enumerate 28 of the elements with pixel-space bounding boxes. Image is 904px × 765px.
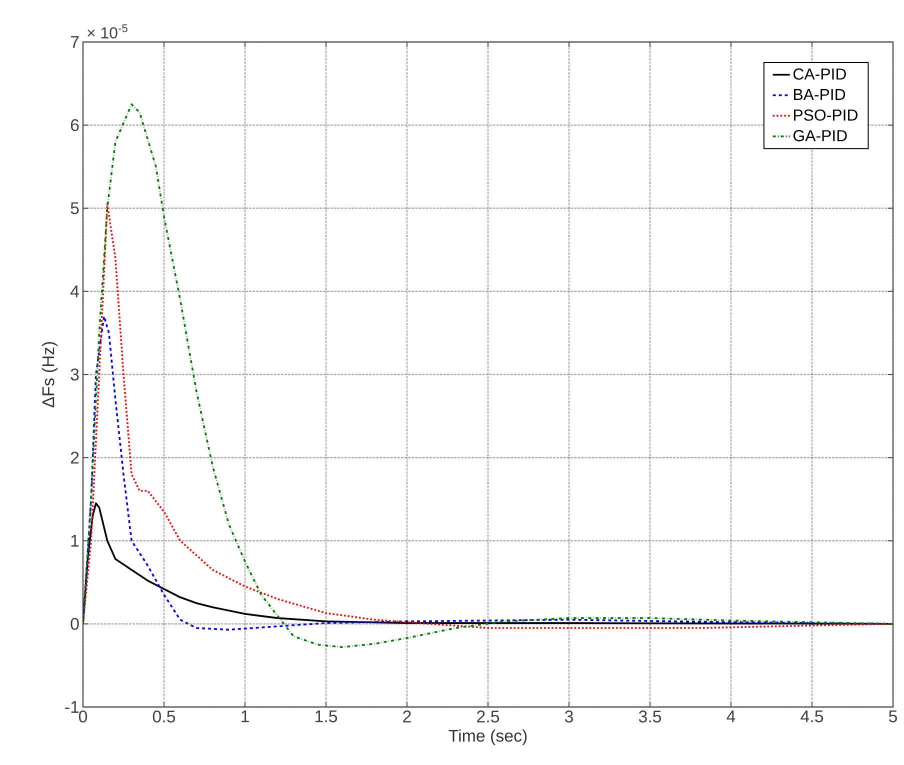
x-tick-label: 0 [78,710,88,723]
x-axis-title: Time (sec) [448,729,527,746]
x-tick-label: 2.5 [477,710,500,723]
y-tick-label: 7 [70,36,79,48]
y-tick-label: 4 [70,286,79,298]
x-tick-label: 3 [564,710,573,723]
y-axis-title: ΔFs (Hz) [42,342,58,408]
y-tick-label: 3 [70,368,79,380]
x-tick-label: 4.5 [800,710,824,722]
y-tick-label: 5 [70,202,79,214]
x-tick-label: 4 [726,710,736,722]
x-tick-label: 1.5 [316,710,338,722]
x-tick-label: 1 [242,710,249,722]
y-tick-label: -1 [65,701,79,713]
legend-label: GA-PID [794,130,847,142]
legend-label: BA-PID [794,89,846,100]
x-tick-label: 2 [403,710,411,722]
x-tick-label: 5 [888,710,897,722]
x-tick-label: 0.5 [152,710,176,723]
line-series [83,315,894,631]
legend-label: CA-PID [794,68,846,80]
y-tick-label: 0 [70,618,79,630]
legend-label: PSO-PID [794,109,858,121]
y-tick-label: 2 [70,452,79,464]
text: × 10$^{-5}$ [88,24,128,38]
x-tick-label: 3.5 [638,710,662,723]
y-tick-label: 1 [71,534,79,547]
y-tick-label: 6 [70,119,79,132]
